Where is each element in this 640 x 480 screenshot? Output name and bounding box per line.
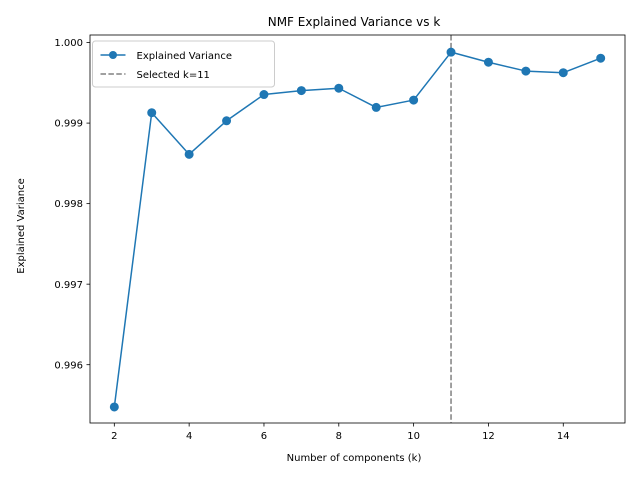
- data-point: [109, 402, 119, 412]
- x-tick-label: 6: [261, 431, 267, 442]
- data-point: [259, 90, 269, 100]
- series-line: [113, 51, 601, 408]
- data-point: [222, 116, 232, 126]
- data-point: [296, 86, 306, 96]
- data-point: [596, 53, 606, 63]
- data-point: [409, 95, 419, 105]
- legend-box: [92, 40, 275, 88]
- data-point: [184, 149, 194, 159]
- x-tick-label: 8: [336, 431, 342, 442]
- x-tick-label: 4: [186, 431, 192, 442]
- legend-label-explained-variance: Explained Variance: [137, 51, 232, 62]
- y-tick-label: 0.999: [54, 119, 83, 130]
- axes: 2 4 6 8 10 12 14 0.996 0.997 0.998 0.999 1.000: [54, 34, 626, 442]
- y-tick-label: 1.000: [54, 38, 83, 49]
- x-tick-label: 2: [111, 431, 117, 442]
- y-tick-label: 0.996: [54, 360, 83, 371]
- legend-marker-explained-variance: [109, 51, 117, 59]
- x-axis-label: Number of components (k): [287, 453, 422, 464]
- data-point: [521, 66, 531, 76]
- y-axis-label: Explained Variance: [16, 178, 27, 273]
- data-point: [371, 102, 381, 112]
- y-tick-label: 0.998: [54, 199, 83, 210]
- plot-area: [109, 35, 606, 423]
- x-tick-label: 12: [482, 431, 495, 442]
- y-tick-label: 0.997: [54, 280, 83, 291]
- x-tick-label: 14: [557, 431, 570, 442]
- data-point: [147, 108, 157, 118]
- data-point: [446, 47, 456, 57]
- data-point: [558, 68, 568, 78]
- data-point: [483, 57, 493, 67]
- axes-frame: [89, 34, 626, 424]
- legend: Explained Variance Selected k=11: [92, 40, 275, 88]
- data-point: [334, 83, 344, 93]
- x-tick-label: 10: [407, 431, 420, 442]
- chart-title: NMF Explained Variance vs k: [268, 15, 441, 29]
- legend-label-selected-k: Selected k=11: [137, 70, 210, 81]
